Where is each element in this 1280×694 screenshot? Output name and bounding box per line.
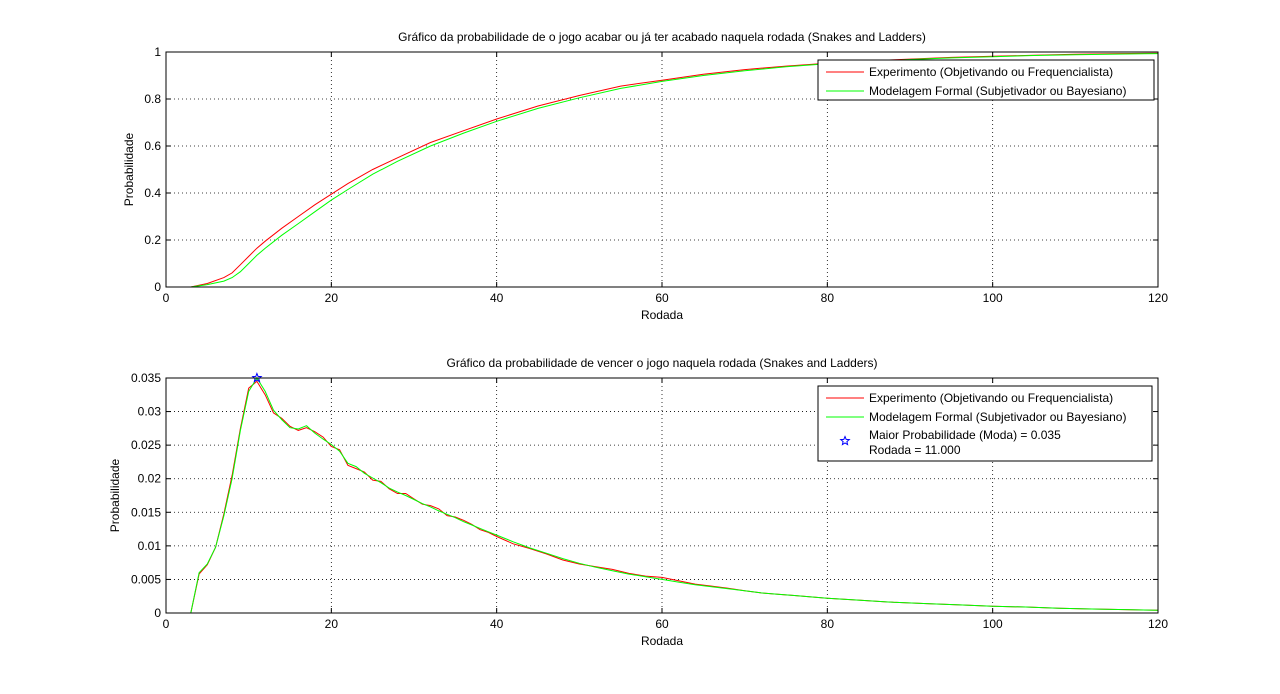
legend-label: Modelagem Formal (Subjetivador ou Bayesi… [869, 84, 1126, 98]
x-axis-label: Rodada [641, 634, 683, 648]
legend-star-icon [839, 435, 851, 446]
legend-label: Modelagem Formal (Subjetivador ou Bayesi… [869, 410, 1126, 424]
y-tick-label: 0.025 [131, 438, 161, 452]
x-tick-label: 80 [821, 617, 835, 631]
y-tick-label: 0.6 [144, 139, 161, 153]
legend: Experimento (Objetivando ou Frequenciali… [817, 59, 1155, 101]
legend-mode-label: Maior Probabilidade (Moda) = 0.035 [869, 428, 1061, 442]
y-tick-label: 0.015 [131, 505, 161, 519]
x-tick-label: 40 [490, 291, 504, 305]
x-tick-label: 20 [325, 291, 339, 305]
series-line-modelagem [190, 377, 1159, 614]
x-tick-label: 20 [325, 617, 339, 631]
legend-box [817, 385, 1153, 462]
y-tick-label: 0.02 [138, 472, 162, 486]
x-tick-label: 60 [655, 617, 669, 631]
y-tick-label: 1 [154, 45, 161, 59]
x-tick-label: 100 [983, 617, 1003, 631]
x-tick-label: 120 [1148, 291, 1168, 305]
y-axis-label: Probabilidade [108, 458, 122, 532]
y-axis-label: Probabilidade [122, 132, 136, 206]
y-tick-label: 0 [154, 280, 161, 294]
mode-star-marker [251, 372, 263, 383]
y-tick-label: 0.005 [131, 572, 161, 586]
series-line-modelagem [190, 53, 1159, 288]
y-tick-label: 0.03 [138, 405, 162, 419]
x-tick-label: 40 [490, 617, 504, 631]
x-tick-label: 60 [655, 291, 669, 305]
chart-panel-1: 0 20 40 60 80 100 120 0 0.2 0.4 0.6 0.8 1 Gráfico da … [122, 30, 1168, 322]
y-tick-label: 0.01 [138, 539, 162, 553]
y-tick-label: 0.2 [144, 233, 161, 247]
x-tick-label: 100 [983, 291, 1003, 305]
x-tick-label: 120 [1148, 617, 1168, 631]
x-tick-label: 0 [163, 617, 170, 631]
y-tick-label: 0.035 [131, 371, 161, 385]
y-tick-label: 0.4 [144, 186, 161, 200]
legend: Experimento (Objetivando ou Frequenciali… [817, 385, 1153, 462]
x-axis-label: Rodada [641, 308, 683, 322]
x-tick-label: 0 [163, 291, 170, 305]
y-tick-label: 0 [154, 606, 161, 620]
chart-title: Gráfico da probabilidade de o jogo acaba… [398, 30, 926, 44]
legend-rodada-label: Rodada = 11.000 [869, 443, 961, 457]
y-tick-label: 0.8 [144, 92, 161, 106]
legend-label: Experimento (Objetivando ou Frequenciali… [869, 65, 1113, 79]
x-tick-label: 80 [821, 291, 835, 305]
chart-title: Gráfico da probabilidade de vencer o jog… [447, 356, 878, 370]
legend-box [817, 59, 1155, 101]
legend-label: Experimento (Objetivando ou Frequenciali… [869, 391, 1113, 405]
chart-panel-2: 0 20 40 60 80 100 120 0 0.005 0.01 0.015 0.02 0.025 0… [108, 356, 1168, 648]
